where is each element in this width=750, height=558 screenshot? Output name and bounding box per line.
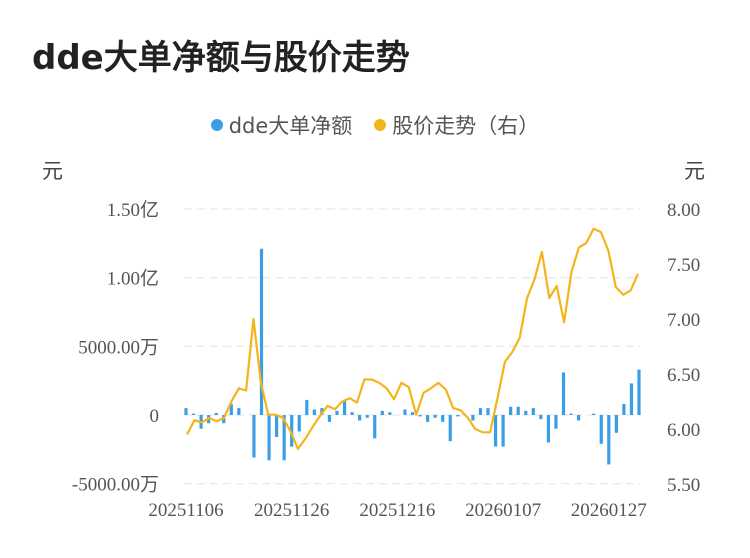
bar bbox=[509, 406, 513, 415]
left-tick-label: 0 bbox=[150, 406, 160, 427]
bar bbox=[629, 383, 634, 415]
x-tick-label: 20251126 bbox=[254, 500, 329, 521]
left-tick-label: 1.50亿 bbox=[107, 199, 159, 221]
legend-bar-label: dde大单净额 bbox=[228, 114, 353, 138]
bar bbox=[471, 415, 475, 421]
right-tick-label: 7.00 bbox=[667, 310, 700, 331]
bar bbox=[327, 415, 332, 422]
bar bbox=[267, 415, 271, 461]
bar bbox=[539, 415, 543, 420]
bar bbox=[433, 415, 437, 418]
bar bbox=[297, 415, 301, 432]
bar bbox=[365, 415, 369, 418]
bar bbox=[373, 415, 377, 439]
x-tick-label: 20260107 bbox=[465, 500, 541, 521]
bar bbox=[237, 408, 241, 415]
legend: dde大单净额 股价走势（右） bbox=[0, 110, 750, 140]
right-tick-label: 6.00 bbox=[667, 420, 700, 441]
right-tick-label: 5.50 bbox=[667, 475, 700, 496]
bar bbox=[554, 415, 558, 429]
bar bbox=[290, 415, 294, 447]
bar bbox=[592, 413, 596, 415]
bar bbox=[531, 408, 535, 415]
bar bbox=[426, 415, 430, 422]
bar bbox=[403, 409, 407, 415]
bar bbox=[418, 415, 422, 417]
legend-line-marker bbox=[374, 119, 387, 131]
bar bbox=[312, 409, 316, 415]
legend-bar-marker bbox=[210, 119, 223, 131]
right-tick-label: 6.50 bbox=[667, 365, 700, 386]
bar bbox=[493, 415, 498, 447]
bar-series bbox=[184, 248, 641, 465]
bar bbox=[259, 248, 264, 415]
legend-line-label: 股价走势（右） bbox=[392, 114, 540, 138]
legend-item-bar[interactable]: dde大单净额 bbox=[210, 110, 353, 140]
x-tick-label: 20251106 bbox=[148, 500, 223, 521]
bar bbox=[599, 415, 603, 444]
left-axis-ticks: 1.50亿 1.00亿 5000.00万 0 -5000.00万 bbox=[72, 199, 159, 496]
bar bbox=[388, 412, 392, 415]
right-tick-label: 7.50 bbox=[667, 255, 700, 276]
bar bbox=[561, 372, 566, 415]
bar bbox=[524, 410, 528, 415]
right-axis-ticks: 8.00 7.50 7.00 6.50 6.00 5.50 bbox=[667, 200, 700, 496]
bar bbox=[229, 404, 233, 415]
bar bbox=[342, 399, 347, 415]
bar bbox=[501, 415, 505, 447]
line-series bbox=[186, 227, 640, 450]
bar bbox=[622, 404, 626, 415]
bar bbox=[282, 415, 286, 461]
bar bbox=[607, 415, 611, 465]
left-tick-label: 1.00亿 bbox=[107, 268, 159, 290]
x-tick-label: 20260127 bbox=[571, 500, 647, 521]
bar bbox=[614, 415, 618, 433]
x-axis-ticks: 20251106 20251126 20251216 20260107 20260127 bbox=[148, 500, 646, 521]
bar bbox=[305, 399, 309, 415]
bar bbox=[486, 408, 490, 415]
bar bbox=[478, 408, 483, 415]
bar bbox=[358, 415, 362, 421]
chart-title: dde大单净额与股价走势 bbox=[32, 38, 410, 78]
bar bbox=[516, 406, 520, 415]
bar bbox=[252, 415, 256, 458]
bar bbox=[335, 410, 339, 415]
legend-item-line[interactable]: 股价走势（右） bbox=[374, 110, 539, 140]
bar bbox=[410, 412, 415, 415]
bar bbox=[448, 415, 452, 442]
left-axis-unit: 元 bbox=[42, 159, 63, 183]
bar bbox=[191, 413, 196, 415]
bar bbox=[546, 415, 550, 443]
bar bbox=[637, 369, 641, 415]
bar bbox=[214, 412, 218, 415]
bar bbox=[569, 413, 573, 415]
bar bbox=[456, 415, 460, 417]
bar bbox=[350, 412, 354, 415]
right-tick-label: 8.00 bbox=[667, 200, 700, 221]
price-line bbox=[186, 227, 640, 450]
right-axis-unit: 元 bbox=[684, 159, 705, 183]
left-tick-label: 5000.00万 bbox=[78, 337, 159, 358]
bar bbox=[441, 415, 445, 422]
bar bbox=[275, 415, 279, 437]
bar bbox=[577, 415, 581, 421]
x-tick-label: 20251216 bbox=[359, 500, 435, 521]
bar bbox=[380, 410, 384, 415]
bar bbox=[184, 408, 188, 415]
left-tick-label: -5000.00万 bbox=[72, 475, 159, 496]
